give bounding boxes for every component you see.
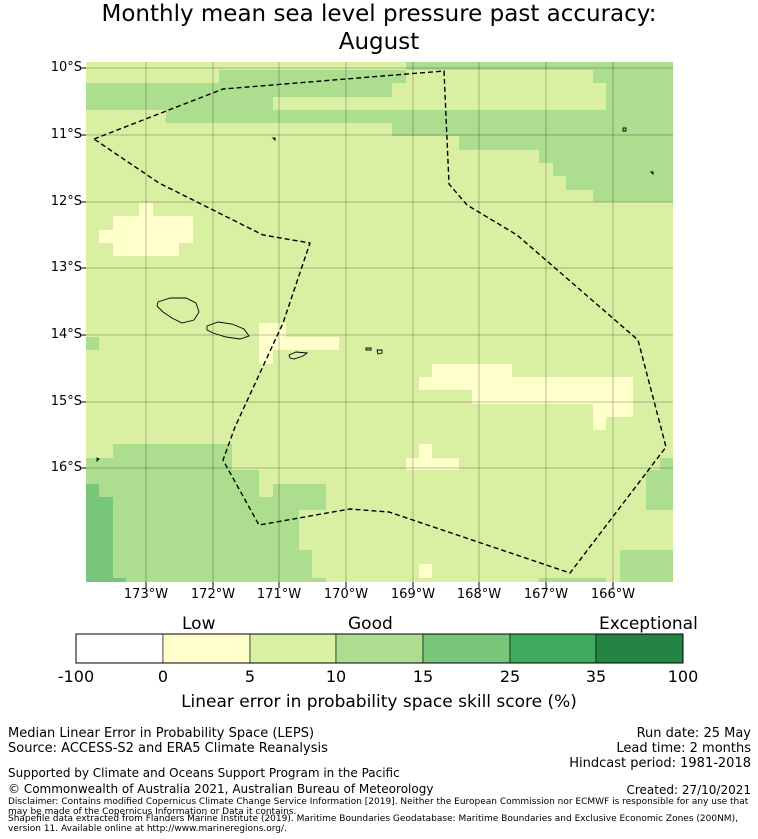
lat-label-16s: 16°S	[50, 460, 82, 475]
tutuila-island	[288, 351, 309, 360]
chart-title: Monthly mean sea level pressure past acc…	[0, 0, 758, 56]
colorbar-tick: 15	[412, 667, 434, 686]
colorbar-segment-15-25	[422, 633, 511, 664]
lat-label-11s: 11°S	[50, 127, 82, 142]
savaii-island	[156, 297, 200, 324]
upolu-island	[206, 321, 250, 340]
lon-label-167w: 167°W	[523, 587, 569, 602]
colorbar-label: Linear error in probability space skill …	[181, 692, 577, 712]
colorbar-tick: 0	[157, 667, 169, 686]
lat-label-12s: 12°S	[50, 194, 82, 209]
lon-label-173w: 173°W	[123, 587, 169, 602]
lon-label-170w: 170°W	[323, 587, 369, 602]
title-line-2: August	[338, 29, 420, 55]
colorbar-tick: 35	[585, 667, 607, 686]
colorbar-tick: 100	[667, 667, 699, 686]
lon-label-172w: 172°W	[190, 587, 236, 602]
colorbar-segment-25-35	[509, 633, 597, 664]
axis-ticks	[80, 67, 614, 588]
colorbar-category-good: Good	[348, 614, 393, 634]
footer-created-date: Created: 27/10/2021	[626, 783, 751, 797]
colorbar-segment-0-5	[162, 633, 251, 664]
colorbar-tick: 5	[244, 667, 256, 686]
footer-shapefile-credit: Shapefile data extracted from Flanders M…	[8, 814, 738, 834]
colorbar-segment-5-10	[249, 633, 337, 664]
manua-island-1	[365, 347, 372, 351]
colorbar-tick: 10	[325, 667, 347, 686]
colorbar-category-exceptional: Exceptional	[599, 614, 698, 634]
lon-label-168w: 168°W	[456, 587, 502, 602]
footer-run-date: Run date: 25 May	[636, 726, 751, 741]
map-gridlines	[86, 62, 673, 582]
footer-support: Supported by Climate and Oceans Support …	[8, 766, 400, 780]
lat-label-10s: 10°S	[50, 60, 82, 75]
title-line-1: Monthly mean sea level pressure past acc…	[101, 1, 657, 27]
northeast-islet	[622, 127, 627, 132]
footer-disclaimer: Disclaimer: Contains modified Copernicus…	[8, 797, 749, 817]
footer-copyright: © Commonwealth of Australia 2021, Austra…	[8, 782, 434, 796]
skill-10-15-regions	[86, 62, 673, 582]
skill-15-25-region	[86, 484, 126, 582]
lat-label-13s: 13°S	[50, 260, 82, 275]
east-islet	[649, 171, 654, 176]
footer-method: Median Linear Error in Probability Space…	[8, 726, 315, 741]
colorbar-segment-35-100	[595, 633, 684, 664]
island-coastlines	[96, 127, 654, 463]
eez-boundary	[92, 70, 667, 574]
lon-label-171w: 171°W	[256, 587, 302, 602]
footer-source: Source: ACCESS-S2 and ERA5 Climate Reana…	[8, 741, 328, 756]
colorbar-segment-neg100-0	[75, 633, 164, 664]
colorbar-frame	[75, 633, 684, 664]
small-islet	[271, 137, 276, 142]
colorbar-category-low: Low	[182, 614, 216, 634]
footer-lead-time: Lead time: 2 months	[616, 741, 751, 756]
lon-label-166w: 166°W	[590, 587, 636, 602]
lon-label-169w: 169°W	[390, 587, 436, 602]
colorbar-tick: -100	[57, 667, 95, 686]
northwest-islet	[96, 457, 100, 463]
manua-island-2	[376, 349, 383, 355]
colorbar-segment-10-15	[335, 633, 424, 664]
colorbar	[75, 633, 684, 664]
lat-label-14s: 14°S	[50, 327, 82, 342]
colorbar-tick: 25	[499, 667, 521, 686]
lat-label-15s: 15°S	[50, 394, 82, 409]
footer-hindcast-period: Hindcast period: 1981-2018	[569, 756, 751, 771]
